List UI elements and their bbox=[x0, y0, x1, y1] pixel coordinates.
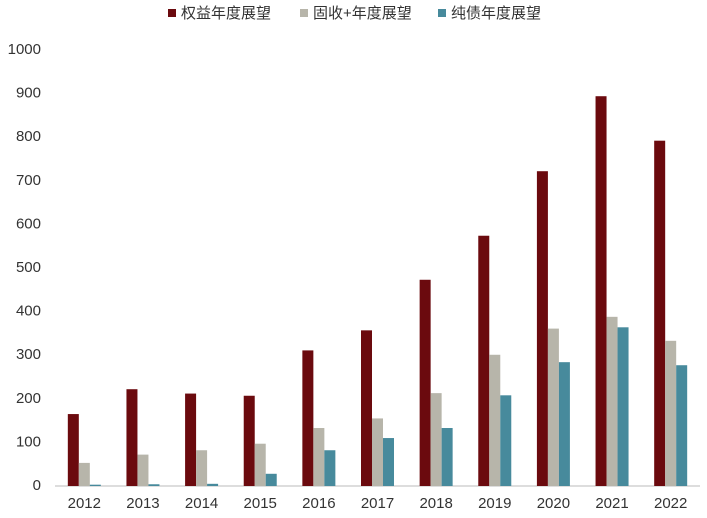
bar bbox=[361, 330, 372, 486]
bar bbox=[196, 450, 208, 486]
bar bbox=[148, 484, 160, 486]
x-tick-label: 2020 bbox=[537, 495, 570, 512]
bar bbox=[254, 443, 266, 486]
y-tick-label: 300 bbox=[16, 346, 41, 363]
bar bbox=[372, 418, 383, 486]
legend-label: 固收+年度展望 bbox=[313, 5, 412, 22]
legend-swatch bbox=[168, 9, 176, 17]
bar bbox=[595, 96, 607, 486]
bar bbox=[441, 428, 453, 486]
bar bbox=[137, 454, 149, 486]
y-tick-label: 500 bbox=[16, 259, 41, 276]
bar bbox=[606, 316, 618, 486]
bar bbox=[207, 483, 219, 486]
legend-swatch bbox=[300, 9, 308, 17]
y-tick-label: 200 bbox=[16, 390, 41, 407]
bar bbox=[265, 473, 277, 486]
x-tick-label: 2017 bbox=[361, 495, 394, 512]
y-tick-label: 600 bbox=[16, 215, 41, 232]
bar bbox=[617, 327, 629, 486]
x-tick-label: 2015 bbox=[244, 495, 277, 512]
bar bbox=[324, 450, 336, 486]
bar bbox=[676, 365, 688, 486]
bar bbox=[654, 140, 666, 487]
x-tick-label: 2013 bbox=[126, 495, 159, 512]
bar bbox=[78, 462, 90, 486]
bar bbox=[126, 389, 138, 486]
x-tick-label: 2016 bbox=[302, 495, 335, 512]
bar bbox=[419, 279, 431, 486]
bar bbox=[430, 393, 442, 486]
bar bbox=[489, 354, 501, 486]
x-tick-label: 2019 bbox=[478, 495, 511, 512]
bar bbox=[500, 395, 512, 486]
y-tick-label: 0 bbox=[33, 477, 41, 494]
bar bbox=[478, 235, 490, 486]
y-tick-label: 100 bbox=[16, 433, 41, 450]
legend-label: 纯债年度展望 bbox=[451, 5, 541, 22]
x-tick-label: 2014 bbox=[185, 495, 218, 512]
legend-swatch bbox=[438, 9, 446, 17]
y-tick-label: 1000 bbox=[8, 41, 41, 58]
x-tick-label: 2012 bbox=[68, 495, 101, 512]
bar bbox=[665, 340, 677, 486]
bar bbox=[536, 171, 548, 486]
bar bbox=[185, 393, 197, 486]
bar bbox=[67, 414, 79, 486]
bar bbox=[243, 395, 255, 486]
bar bbox=[383, 438, 394, 486]
bar bbox=[558, 362, 570, 486]
bar bbox=[89, 484, 101, 486]
y-tick-label: 800 bbox=[16, 128, 41, 145]
y-tick-label: 400 bbox=[16, 303, 41, 320]
x-tick-label: 2018 bbox=[419, 495, 452, 512]
x-tick-label: 2021 bbox=[595, 495, 628, 512]
bar bbox=[302, 350, 314, 486]
x-tick-label: 2022 bbox=[654, 495, 687, 512]
y-tick-label: 700 bbox=[16, 172, 41, 189]
y-tick-label: 900 bbox=[16, 85, 41, 102]
bar bbox=[547, 328, 559, 486]
legend-label: 权益年度展望 bbox=[181, 5, 271, 22]
bar bbox=[313, 428, 325, 486]
